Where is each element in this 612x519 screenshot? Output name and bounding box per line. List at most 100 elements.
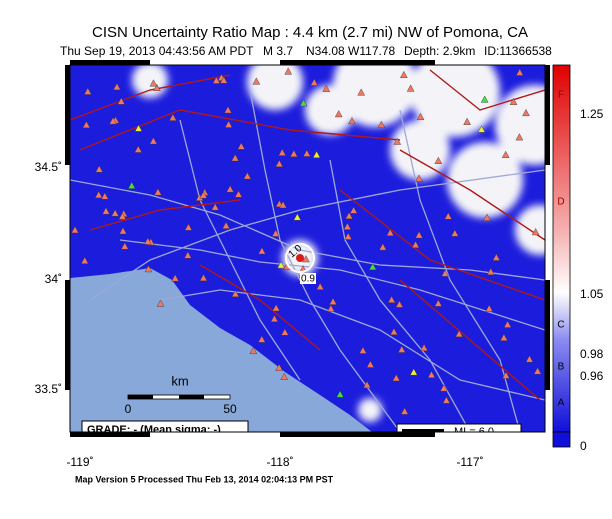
station — [169, 113, 177, 121]
station — [415, 231, 423, 239]
station — [100, 192, 109, 200]
station — [349, 206, 358, 214]
subtitle-date: Thu Sep 19, 2013 04:43:56 AM PDT — [60, 44, 254, 58]
station — [411, 240, 420, 248]
grade: GRADE: - (Mean sigma: -) — [87, 424, 221, 436]
station — [234, 190, 243, 198]
subtitle-id: ID:11366538 — [484, 44, 552, 58]
station — [149, 79, 158, 87]
scale-end: 50 — [223, 402, 237, 416]
station — [486, 267, 495, 275]
station — [95, 165, 104, 173]
station — [149, 137, 158, 145]
station — [336, 390, 344, 398]
station — [271, 229, 280, 237]
colorbar-tick: 0.96 — [580, 369, 604, 383]
station — [281, 328, 289, 336]
station — [483, 213, 491, 221]
station — [329, 297, 337, 305]
station — [392, 374, 401, 382]
grade-box — [81, 420, 249, 432]
station — [144, 265, 153, 273]
station — [440, 384, 448, 392]
station — [393, 137, 402, 145]
grade-letter: F — [558, 90, 564, 101]
station — [302, 255, 310, 263]
colorbar-tick: 0 — [580, 439, 587, 453]
station — [211, 203, 220, 211]
station — [275, 159, 284, 167]
station — [327, 304, 335, 312]
station — [359, 346, 367, 354]
scale-unit: km — [171, 373, 188, 388]
station — [368, 262, 377, 271]
station — [154, 188, 162, 196]
grade-letter: C — [557, 320, 564, 331]
station — [270, 314, 279, 322]
contour-label: 0.9 — [301, 274, 315, 285]
station — [480, 95, 489, 103]
station — [243, 172, 252, 180]
station — [515, 133, 524, 141]
stations — [71, 67, 542, 415]
station — [199, 191, 208, 199]
station — [397, 345, 406, 353]
station — [400, 70, 408, 78]
station — [415, 174, 423, 182]
colorbar-scale — [552, 64, 571, 433]
station — [237, 142, 246, 150]
station — [343, 222, 352, 230]
colorbar-tick: 1.05 — [580, 287, 604, 301]
station — [102, 207, 110, 215]
station — [434, 156, 443, 164]
station — [348, 116, 356, 125]
station — [257, 335, 266, 343]
station — [378, 243, 387, 251]
subtitle-depth: Depth: 2.9km — [404, 44, 475, 58]
station — [118, 212, 127, 220]
station — [171, 274, 179, 282]
station — [94, 190, 103, 199]
station — [117, 97, 126, 105]
epicenter — [296, 254, 304, 262]
station — [134, 124, 143, 132]
contour — [285, 243, 315, 273]
station — [334, 110, 343, 118]
station — [444, 212, 453, 220]
station — [299, 99, 308, 107]
mi-legend: MI = 6.0 — [454, 426, 494, 438]
station — [184, 223, 193, 231]
grade-letter: A — [558, 398, 565, 409]
scale-start: 0 — [125, 402, 132, 416]
station — [113, 82, 121, 91]
map-area: 1.0 0.9 km 0 50 GRADE: - (Mean sigma: -)… — [70, 65, 545, 438]
station — [357, 88, 366, 96]
colorbar-tick: 0.98 — [580, 347, 604, 361]
station — [377, 120, 386, 128]
station — [111, 209, 119, 217]
station — [312, 150, 321, 158]
station — [420, 343, 428, 351]
roads — [70, 89, 545, 432]
station — [284, 67, 293, 75]
station — [316, 282, 324, 290]
station — [290, 149, 298, 157]
lon-label: -119˚ — [66, 455, 93, 469]
station — [120, 242, 129, 250]
station — [501, 150, 510, 158]
station — [434, 299, 443, 307]
station — [441, 269, 449, 277]
station — [226, 185, 234, 193]
subtitle: Thu Sep 19, 2013 04:43:56 AM PDT M 3.7 N… — [60, 44, 552, 58]
station — [400, 407, 409, 415]
station — [416, 112, 425, 120]
station — [143, 237, 152, 245]
station — [71, 226, 79, 234]
station — [409, 368, 418, 376]
station — [395, 300, 404, 308]
station — [366, 360, 375, 368]
station — [477, 125, 486, 133]
footer: Map Version 5 Processed Thu Feb 13, 2014… — [75, 474, 334, 484]
station — [387, 295, 396, 303]
lat-label: 34˚ — [45, 272, 62, 286]
